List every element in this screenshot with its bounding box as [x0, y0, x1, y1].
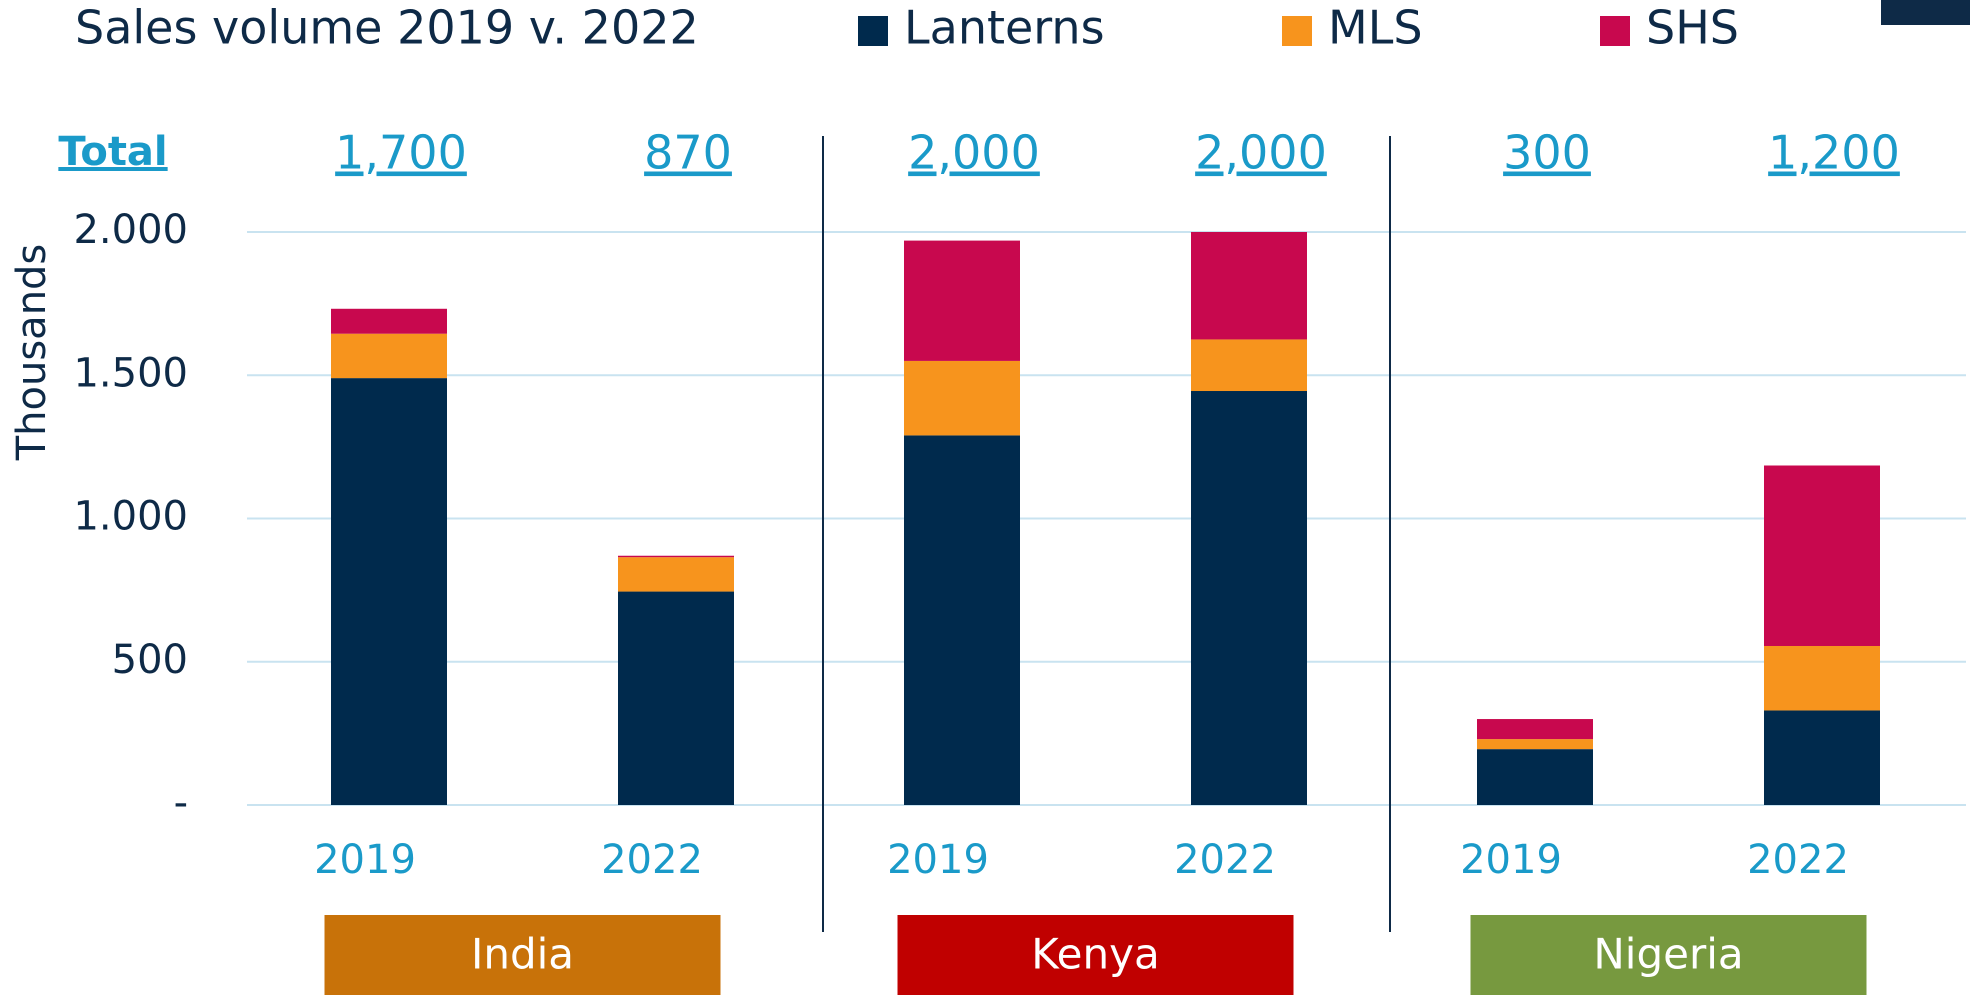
bar-segment [331, 333, 447, 379]
y-axis-title: Thousands [9, 244, 55, 462]
bar-segment [331, 308, 447, 334]
total-label: 2,000 [1195, 126, 1327, 180]
bar-segment [618, 591, 734, 805]
legend-label: SHS [1646, 1, 1739, 55]
x-tick-label: 2022 [1747, 837, 1849, 883]
x-tick-label: 2019 [314, 837, 416, 883]
group-label: India [471, 930, 574, 979]
total-label: 1,700 [335, 126, 467, 180]
y-tick-label: 500 [112, 637, 188, 683]
legend-label: Lanterns [904, 1, 1105, 55]
group-label: Nigeria [1593, 930, 1743, 979]
bar-segment [1191, 339, 1307, 392]
bar-segment [904, 360, 1020, 436]
legend-swatch [1600, 16, 1630, 46]
total-label: 2,000 [908, 126, 1040, 180]
x-tick-label: 2019 [1460, 837, 1562, 883]
total-title: Total [58, 129, 167, 175]
bar-segment [1477, 719, 1593, 740]
y-tick-label: 2.000 [73, 207, 188, 253]
y-tick-label: 1.500 [73, 350, 188, 396]
bar-segment [331, 378, 447, 805]
group-box [1470, 915, 1867, 995]
total-label: 1,200 [1768, 126, 1900, 180]
x-tick-label: 2022 [1174, 837, 1276, 883]
corner-decoration [1881, 0, 1970, 25]
bar-segment [1764, 710, 1880, 805]
chart-title: Sales volume 2019 v. 2022 [75, 1, 699, 55]
y-tick-label: 1.000 [73, 494, 188, 540]
bar-segment [1764, 645, 1880, 711]
bar-segment [1477, 739, 1593, 750]
bar-segment [1191, 232, 1307, 340]
x-tick-label: 2022 [601, 837, 703, 883]
x-tick-label: 2019 [887, 837, 989, 883]
legend-swatch [1282, 16, 1312, 46]
y-tick-label: - [174, 780, 188, 826]
bar-segment [618, 555, 734, 558]
group-box [324, 915, 721, 995]
bar-segment [1477, 749, 1593, 805]
bar-segment [618, 557, 734, 592]
legend-swatch [858, 16, 888, 46]
bar-segment [904, 435, 1020, 805]
bar-segment [1191, 391, 1307, 805]
group-label: Kenya [1031, 930, 1160, 979]
group-box [897, 915, 1294, 995]
total-label: 300 [1503, 126, 1591, 180]
total-label: 870 [644, 126, 732, 180]
bar-segment [904, 240, 1020, 361]
legend-label: MLS [1328, 1, 1423, 55]
bar-segment [1764, 465, 1880, 646]
